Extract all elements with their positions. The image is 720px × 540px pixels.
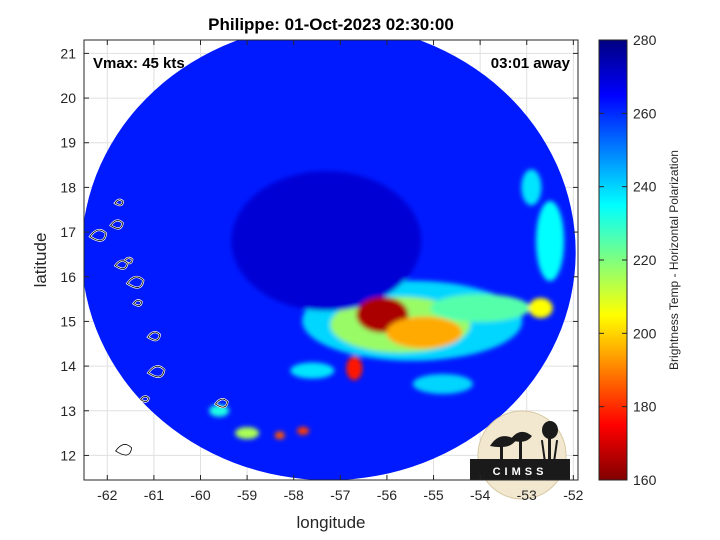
- x-tick-label: -53: [517, 487, 537, 503]
- band-southwest: [290, 362, 335, 379]
- island-9: [147, 365, 165, 378]
- vmax-annotation: Vmax: 45 kts: [93, 55, 185, 72]
- y-tick-label: 17: [60, 224, 76, 240]
- island-outlines: [88, 198, 229, 457]
- island-2: [110, 220, 124, 229]
- cell-south-3: [235, 427, 260, 440]
- x-tick-label: -54: [470, 487, 490, 503]
- x-tick-label: -58: [284, 487, 304, 503]
- y-axis-ticks: 12 13 14 15 16 17 18 19 20 21: [60, 45, 578, 463]
- x-tick-label: -55: [423, 487, 443, 503]
- island-8: [147, 331, 161, 341]
- island-11: [214, 398, 228, 408]
- convection-east: [386, 316, 463, 349]
- band-southeast: [412, 373, 473, 394]
- time-away-annotation: 03:01 away: [491, 55, 571, 72]
- island-7: [133, 299, 143, 306]
- colorbar-tick-label: 260: [633, 105, 657, 121]
- colorbar: 160 180 200 220 240 260 280 Brightness Temp - …: [598, 32, 681, 488]
- y-tick-label: 13: [60, 403, 76, 419]
- x-tick-label: -57: [330, 487, 350, 503]
- y-tick-label: 12: [60, 447, 76, 463]
- y-tick-label: 21: [60, 45, 76, 61]
- x-tick-label: -62: [97, 487, 117, 503]
- colorbar-tick-label: 160: [633, 472, 657, 488]
- axes-frame: [83, 39, 579, 481]
- rainband-east-2: [528, 298, 553, 319]
- brightness-temperature-field: [84, 40, 576, 480]
- chart-title: Philippe: 01-Oct-2023 02:30:00: [208, 15, 454, 34]
- rainband-north-edge: [521, 169, 542, 206]
- y-tick-label: 20: [60, 90, 76, 106]
- island-3: [89, 229, 107, 241]
- island-5: [114, 260, 128, 270]
- colorbar-tick-label: 220: [633, 252, 657, 268]
- x-tick-label: -52: [563, 487, 583, 503]
- colorbar-label: Brightness Temp - Horizontal Polarizatio…: [667, 150, 681, 370]
- x-axis-label: longitude: [296, 513, 365, 532]
- island-6: [126, 276, 144, 288]
- y-tick-label: 15: [60, 313, 76, 329]
- cimss-logo: CIMSS: [470, 410, 570, 500]
- colorbar-tick-label: 180: [633, 399, 657, 415]
- island-1: [114, 199, 124, 206]
- x-tick-label: -61: [144, 487, 164, 503]
- colorbar-tick-label: 200: [633, 325, 657, 341]
- x-axis-ticks: -62 -61 -60 -59 -58 -57 -56 -55 -54 -53 -52: [97, 40, 584, 503]
- y-tick-label: 18: [60, 179, 76, 195]
- cell-south-1: [274, 431, 285, 440]
- y-tick-label: 19: [60, 135, 76, 151]
- island-10: [140, 395, 150, 403]
- rainband-northeast: [536, 201, 565, 282]
- island-12: [115, 444, 133, 456]
- colorbar-tick-label: 240: [633, 179, 657, 195]
- colorbar-tick-label: 280: [633, 32, 657, 48]
- y-tick-label: 16: [60, 269, 76, 285]
- y-axis-label: latitude: [31, 233, 50, 288]
- storm-eye-region: [231, 171, 422, 312]
- logo-text: CIMSS: [493, 466, 548, 478]
- x-tick-label: -60: [190, 487, 210, 503]
- rainband-east-1: [430, 294, 531, 323]
- colorbar-ticks: 160 180 200 220 240 260 280: [599, 32, 657, 488]
- x-tick-label: -56: [377, 487, 397, 503]
- x-tick-label: -59: [237, 487, 257, 503]
- convective-features: [209, 169, 565, 440]
- cell-south-2: [297, 426, 310, 435]
- convection-spot-south: [346, 356, 363, 381]
- y-tick-label: 14: [60, 358, 76, 374]
